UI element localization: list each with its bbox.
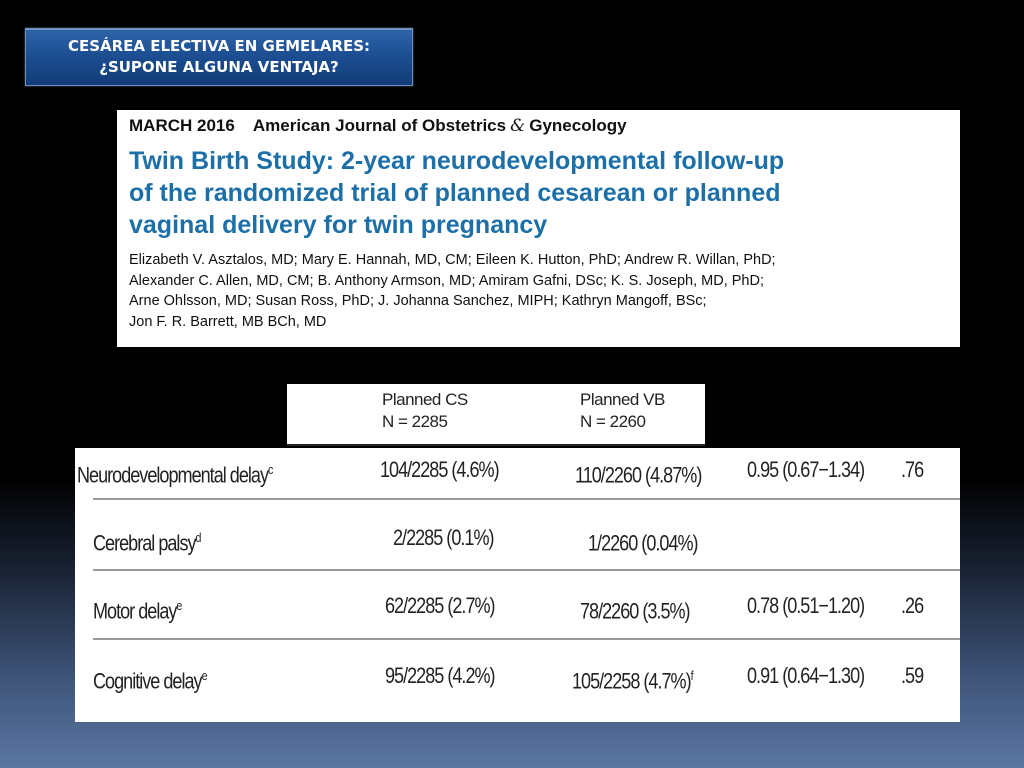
table-row: Motor delaye 62/2285 (2.7%) 78/2260 (3.5… bbox=[75, 584, 960, 644]
ratio-ci-cell: 0.91 (0.64−1.30) bbox=[747, 663, 865, 688]
planned-cs-cell: 2/2285 (0.1%) bbox=[393, 525, 495, 550]
column-label: Planned CS bbox=[382, 390, 468, 409]
outcome-cell: Neurodevelopmental delayc bbox=[77, 462, 274, 488]
column-n: N = 2260 bbox=[580, 412, 646, 431]
paper-title-line: of the randomized trial of planned cesar… bbox=[129, 179, 781, 207]
journal-name-part2: Gynecology bbox=[529, 116, 627, 135]
publication-date: MARCH 2016 bbox=[129, 116, 235, 135]
column-label: Planned VB bbox=[580, 390, 665, 409]
planned-cs-cell: 104/2285 (4.6%) bbox=[380, 457, 500, 482]
planned-cs-cell: 62/2285 (2.7%) bbox=[385, 593, 496, 618]
table-row: Neurodevelopmental delayc 104/2285 (4.6%… bbox=[75, 448, 960, 508]
footnote-mark: e bbox=[176, 598, 183, 613]
table-row: Cognitive delaye 95/2285 (4.2%) 105/2258… bbox=[75, 654, 960, 714]
table-row: Cerebral palsyd 2/2285 (0.1%) 1/2260 (0.… bbox=[75, 516, 960, 576]
column-n: N = 2285 bbox=[382, 412, 448, 431]
p-value-cell: .76 bbox=[901, 457, 924, 482]
planned-vb-cell: 1/2260 (0.04%) bbox=[588, 530, 699, 556]
slide-title-line1: CESÁREA ELECTIVA EN GEMELARES: bbox=[67, 37, 371, 55]
author-line: Alexander C. Allen, MD, CM; B. Anthony A… bbox=[129, 272, 764, 289]
slide-title-line2: ¿SUPONE ALGUNA VENTAJA? bbox=[99, 58, 339, 76]
author-line: Elizabeth V. Asztalos, MD; Mary E. Hanna… bbox=[129, 252, 776, 268]
paper-title-line: Twin Birth Study: 2-year neurodevelopmen… bbox=[129, 147, 785, 175]
footnote-mark: e bbox=[201, 668, 208, 683]
column-header-planned-cs: Planned CS N = 2285 bbox=[382, 389, 468, 433]
outcome-cell: Motor delaye bbox=[93, 598, 183, 624]
paper-title-line: vaginal delivery for twin pregnancy bbox=[129, 211, 548, 239]
paper-authors: Elizabeth V. Asztalos, MD; Mary E. Hanna… bbox=[129, 250, 950, 332]
journal-name-part1: American Journal of Obstetrics bbox=[252, 116, 507, 135]
results-table: Neurodevelopmental delayc 104/2285 (4.6%… bbox=[75, 448, 960, 722]
planned-cs-cell: 95/2285 (4.2%) bbox=[385, 663, 496, 688]
outcome-cell: Cognitive delaye bbox=[93, 668, 208, 694]
slide-title: CESÁREA ELECTIVA EN GEMELARES: ¿SUPONE A… bbox=[25, 28, 413, 86]
outcome-cell: Cerebral palsyd bbox=[93, 530, 202, 556]
planned-vb-cell: 105/2258 (4.7%)f bbox=[572, 668, 694, 694]
footnote-mark: f bbox=[690, 668, 694, 683]
planned-vb-cell: 110/2260 (4.87%) bbox=[575, 462, 702, 488]
row-divider bbox=[93, 569, 960, 571]
author-line: Jon F. R. Barrett, MB BCh, MD bbox=[129, 313, 327, 330]
p-value-cell: .26 bbox=[901, 593, 924, 618]
planned-vb-cell: 78/2260 (3.5%) bbox=[580, 598, 691, 624]
journal-ampersand: & bbox=[510, 116, 526, 136]
ratio-ci-cell: 0.95 (0.67−1.34) bbox=[747, 457, 865, 482]
footnote-mark: c bbox=[268, 462, 274, 477]
paper-title: Twin Birth Study: 2-year neurodevelopmen… bbox=[129, 145, 950, 241]
ratio-ci-cell: 0.78 (0.51−1.20) bbox=[747, 593, 865, 618]
paper-header-image: MARCH 2016 American Journal of Obstetric… bbox=[117, 110, 960, 347]
table-column-headers: Planned CS N = 2285 Planned VB N = 2260 bbox=[287, 384, 705, 446]
row-divider bbox=[93, 498, 960, 500]
footnote-mark: d bbox=[195, 530, 202, 545]
column-header-planned-vb: Planned VB N = 2260 bbox=[580, 389, 665, 433]
p-value-cell: .59 bbox=[901, 663, 924, 688]
author-line: Arne Ohlsson, MD; Susan Ross, PhD; J. Jo… bbox=[129, 293, 707, 309]
journal-line: MARCH 2016 American Journal of Obstetric… bbox=[129, 113, 950, 139]
row-divider bbox=[93, 638, 960, 640]
